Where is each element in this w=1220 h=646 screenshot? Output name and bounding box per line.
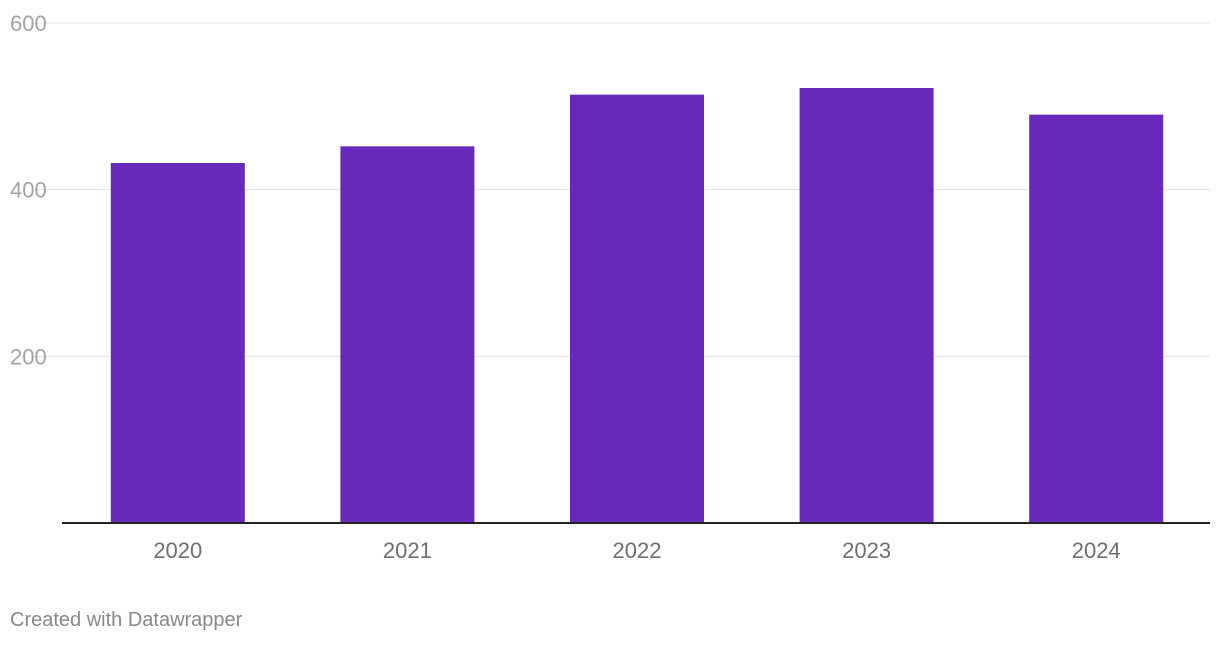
y-tick-label: 600: [10, 11, 47, 36]
bar-2023: [799, 88, 934, 523]
bar-2024: [1029, 114, 1164, 524]
y-tick-label: 400: [10, 178, 47, 203]
x-tick-label: 2021: [383, 538, 432, 563]
credit-text: Created with Datawrapper: [10, 609, 243, 631]
y-axis-ticks: 200 400 600: [10, 11, 47, 369]
x-axis-ticks: 2020 2021 2022 2023 2024: [153, 538, 1120, 563]
x-tick-label: 2020: [153, 538, 202, 563]
y-tick-label: 200: [10, 344, 47, 369]
x-tick-label: 2024: [1072, 538, 1121, 563]
bars: [110, 88, 1164, 524]
bar-2020: [110, 163, 245, 523]
x-tick-label: 2023: [842, 538, 891, 563]
bar-2022: [570, 94, 704, 524]
bar-2021: [340, 146, 475, 524]
x-tick-label: 2022: [613, 538, 662, 563]
